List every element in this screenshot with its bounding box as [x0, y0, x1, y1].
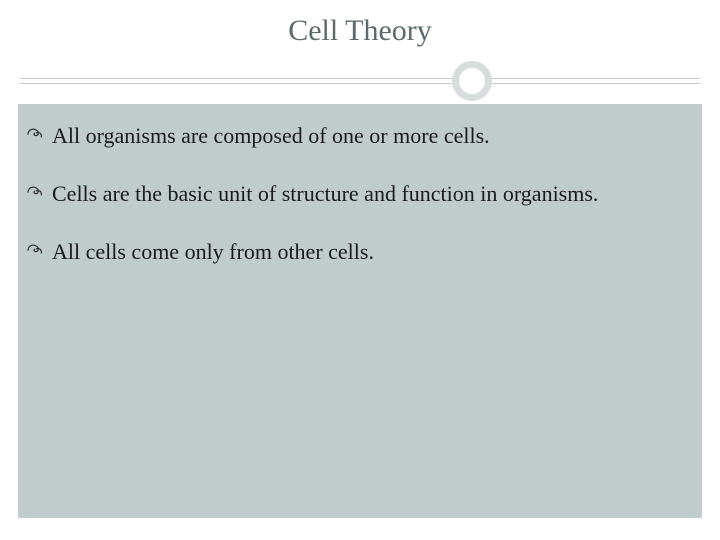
divider-line-bottom	[20, 83, 700, 84]
ring-icon	[452, 61, 492, 101]
slide-title: Cell Theory	[0, 14, 720, 48]
content-panel: All organisms are composed of one or mor…	[18, 104, 702, 518]
list-item: All cells come only from other cells.	[26, 238, 694, 266]
bullet-list: All organisms are composed of one or mor…	[26, 122, 694, 266]
list-item: Cells are the basic unit of structure an…	[26, 180, 694, 208]
slide: Cell Theory All organisms are composed o…	[0, 0, 720, 540]
title-area: Cell Theory	[0, 0, 720, 58]
list-item: All organisms are composed of one or mor…	[26, 122, 694, 150]
title-divider	[0, 66, 720, 106]
divider-line-top	[20, 78, 700, 79]
